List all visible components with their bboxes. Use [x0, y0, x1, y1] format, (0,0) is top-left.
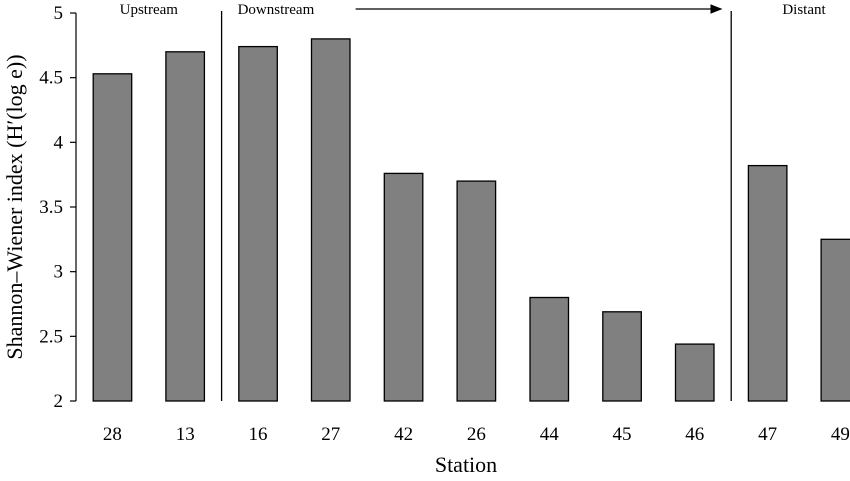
region-label-distant: Distant	[782, 2, 826, 18]
y-tick-label: 3	[54, 262, 64, 283]
region-label-upstream: Upstream	[120, 2, 179, 18]
y-axis: 2 2.5 3 3.5 4 4.5 5	[39, 3, 77, 412]
x-tick-label: 16	[249, 424, 268, 445]
bar-station-28	[92, 73, 133, 402]
x-axis-title: Station	[435, 452, 497, 476]
x-tick-label: 46	[685, 424, 704, 445]
y-tick-label: 2	[54, 391, 64, 412]
y-axis-title: Shannon–Wiener index (H′(log e))	[2, 54, 27, 359]
bars-group	[92, 38, 850, 402]
y-tick-label: 5	[54, 3, 64, 24]
bar-station-26	[456, 180, 497, 402]
x-tick-label: 26	[467, 424, 486, 445]
region-dividers	[220, 11, 732, 401]
bar-station-49	[820, 238, 850, 402]
x-tick-label: 27	[321, 424, 340, 445]
x-axis: 28 13 16 27 42 26 44 45 46 47 49	[103, 424, 850, 445]
bar-station-13	[165, 51, 206, 402]
y-tick-label: 4.5	[39, 68, 63, 89]
y-tick-label: 3.5	[39, 197, 63, 218]
region-labels: Upstream Downstream Distant	[120, 2, 827, 18]
x-tick-label: 28	[103, 424, 122, 445]
bar-station-16	[238, 45, 278, 402]
bar-station-45	[602, 311, 642, 402]
bar-station-42	[383, 172, 424, 402]
bar-station-46	[674, 343, 715, 402]
bar-station-47	[747, 164, 788, 402]
x-tick-label: 45	[613, 424, 632, 445]
x-tick-label: 44	[540, 424, 560, 445]
bar-station-44	[529, 296, 570, 402]
x-tick-label: 49	[831, 424, 850, 445]
x-tick-label: 13	[176, 424, 195, 445]
x-tick-label: 42	[394, 424, 413, 445]
bar-station-27	[310, 38, 351, 402]
region-label-downstream: Downstream	[238, 2, 315, 18]
y-tick-label: 2.5	[39, 326, 63, 347]
y-tick-label: 4	[54, 132, 64, 153]
x-tick-label: 47	[758, 424, 777, 445]
